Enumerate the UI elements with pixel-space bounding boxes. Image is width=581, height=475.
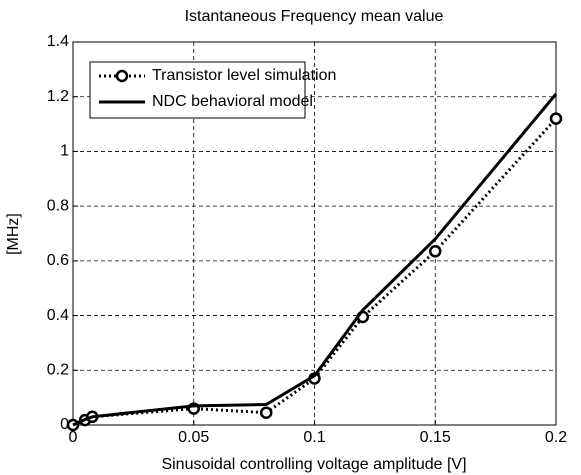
series-line xyxy=(72,93,558,427)
chart-title: Istantaneous Frequency mean value xyxy=(185,8,444,25)
y-tick-label: 0.8 xyxy=(47,197,69,214)
plot-frame xyxy=(72,41,557,426)
x-axis-label: Sinusoidal controlling voltage amplitude… xyxy=(161,456,466,473)
x-tick-label: 0.2 xyxy=(545,429,567,446)
x-tick-label: 0.1 xyxy=(303,429,325,446)
data-point xyxy=(259,406,273,419)
legend-label: NDC behavioral model xyxy=(152,93,313,110)
y-axis-label: [MHz] xyxy=(5,213,22,255)
y-tick-label: 0.6 xyxy=(47,252,69,269)
data-point xyxy=(429,245,442,258)
legend-marker xyxy=(115,69,129,83)
x-tick-label: 0 xyxy=(69,429,78,446)
legend-label: Transistor level simulation xyxy=(152,67,336,84)
y-tick-label: 1.2 xyxy=(47,88,69,105)
x-tick-label: 0.05 xyxy=(178,429,209,446)
y-tick-label: 0.2 xyxy=(47,362,69,379)
y-tick-label: 1.4 xyxy=(47,33,69,50)
data-point xyxy=(549,112,563,125)
y-tick-label: 0.4 xyxy=(47,307,69,324)
x-tick-label: 0.15 xyxy=(420,429,451,446)
y-tick-label: 0 xyxy=(60,416,69,433)
y-tick-label: 1 xyxy=(60,143,69,160)
